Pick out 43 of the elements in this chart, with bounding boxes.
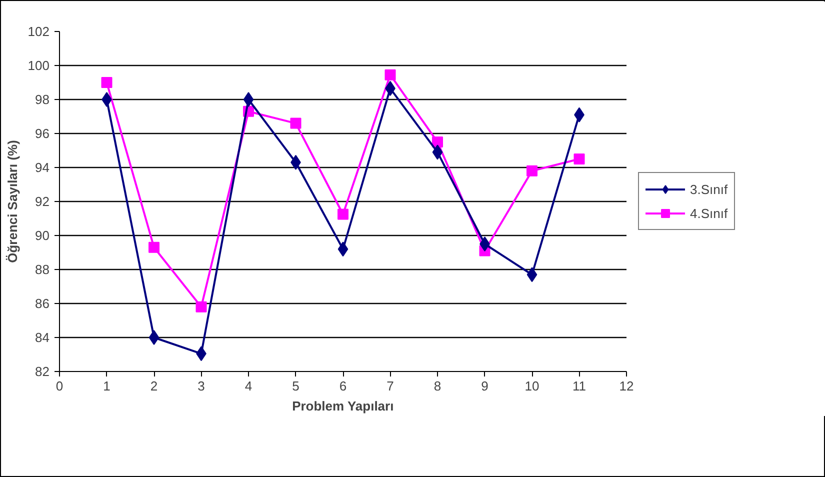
point: [148, 242, 160, 253]
x-axis-title: Problem Yapıları: [292, 398, 394, 414]
y-tick-label: 82: [35, 364, 50, 379]
y-tick-label: 84: [35, 330, 50, 345]
y-tick-label: 102: [28, 24, 50, 39]
y-tick-label: 98: [35, 92, 50, 107]
y-tick-label: 92: [35, 194, 50, 209]
point: [148, 330, 160, 345]
point: [243, 92, 254, 107]
point: [102, 92, 112, 107]
x-tick-label: 2: [150, 378, 158, 394]
point: [196, 301, 207, 312]
x-tick-label: 0: [56, 378, 64, 394]
x-tick-label: 10: [524, 378, 540, 394]
y-tick-label: 90: [35, 228, 50, 243]
legend-label: 4.Sınıf: [690, 206, 728, 220]
point: [384, 69, 396, 80]
x-tick-label: 7: [386, 378, 394, 394]
y-axis-title: Öğrenci Sayıları (%): [4, 140, 20, 263]
point: [290, 118, 302, 129]
point: [526, 165, 538, 176]
y-tick-label: 88: [35, 262, 50, 277]
point: [480, 236, 490, 252]
x-tick-label: 4: [244, 378, 252, 394]
point: [338, 242, 348, 257]
point: [338, 208, 348, 220]
y-tick-label: 86: [35, 296, 50, 311]
point: [432, 144, 443, 160]
point: [101, 77, 112, 88]
x-tick-label: 12: [619, 378, 634, 394]
x-tick-label: 5: [292, 378, 300, 394]
x-tick-label: 1: [103, 378, 110, 394]
y-tick-label: 96: [35, 126, 50, 141]
x-tick-label: 8: [434, 378, 442, 394]
x-tick-label: 11: [572, 378, 586, 394]
point: [526, 267, 538, 282]
point: [574, 154, 585, 164]
x-tick-label: 3: [198, 378, 205, 394]
legend-label: 3.Sınıf: [690, 182, 728, 196]
y-tick-label: 94: [35, 160, 50, 175]
y-tick-label: 100: [28, 58, 50, 73]
x-tick-label: 9: [481, 378, 488, 394]
x-tick-label: 6: [339, 378, 347, 394]
